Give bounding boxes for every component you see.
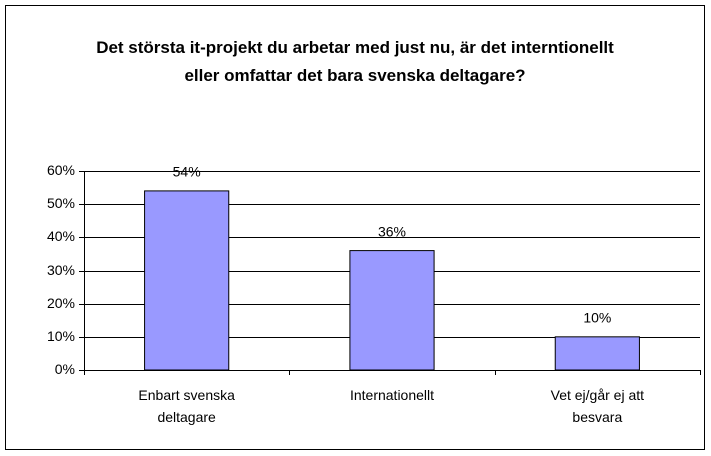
y-tick-label: 60% (47, 162, 75, 178)
y-tick-label: 10% (47, 328, 75, 344)
chart-border (5, 5, 705, 450)
x-tick-label: Enbart svenska deltagare (138, 387, 235, 425)
x-tick-label: Internationellt (349, 387, 435, 403)
y-tick-label: 50% (47, 195, 75, 211)
value-label: 54% (173, 164, 201, 180)
y-tick-label: 20% (47, 295, 75, 311)
chart-title: Det största it-projekt du arbetar med ju… (96, 38, 614, 85)
bar (554, 336, 640, 371)
value-label: 10% (583, 310, 611, 326)
y-tick-label: 0% (55, 361, 75, 377)
value-label: 36% (378, 223, 406, 239)
y-tick-label: 30% (47, 262, 75, 278)
y-tick-label: 40% (47, 228, 75, 244)
bar (349, 250, 435, 371)
bar (144, 190, 230, 371)
x-tick-label: Vet ej/går ej att besvara (550, 387, 645, 425)
